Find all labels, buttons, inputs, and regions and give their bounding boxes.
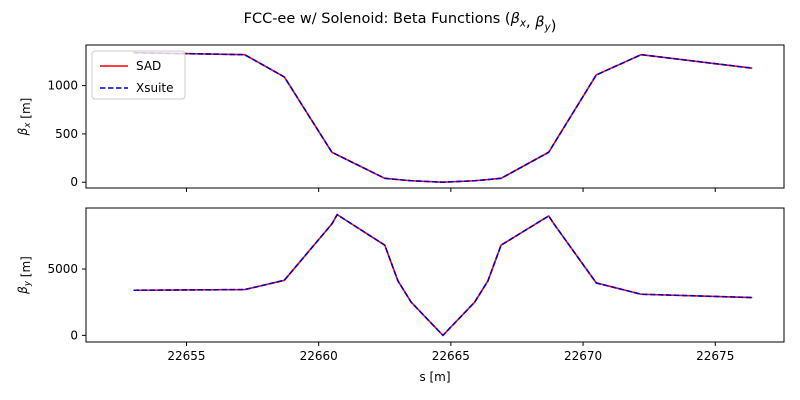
y-tick-label: 5000 [47,262,78,276]
top-panel-beta-x: 0 500 1000 βx [m] SAD Xsuite [16,44,785,192]
legend-box [91,50,186,100]
x-tick-label: 22670 [564,349,602,363]
y-tick-label: 0 [70,328,78,342]
axes-frame [85,207,785,343]
axes-frame [85,44,785,189]
legend-label-sad: SAD [136,59,161,73]
legend: SAD Xsuite [91,50,186,100]
figure-title: FCC-ee w/ Solenoid: Beta Functions (βx, … [244,11,557,34]
y-tick-label: 500 [55,127,78,141]
x-axis-label: s [m] [419,370,450,384]
legend-label-xsuite: Xsuite [136,81,174,95]
y-tick-label: 1000 [47,79,78,93]
series-line-xsuite [133,51,753,183]
series-line-xsuite [133,213,753,337]
x-tick-label: 22665 [432,349,470,363]
x-tick-label: 22675 [696,349,734,363]
bottom-panel-beta-y: 22655 22660 22665 22670 22675 0 5000 βy [m] s [m… [16,207,785,384]
y-axis-label: βy [m] [16,256,33,295]
y-tick-label: 0 [70,175,78,189]
x-tick-label: 22655 [167,349,205,363]
y-axis-label: βx [m] [16,98,33,137]
x-tick-label: 22660 [300,349,338,363]
